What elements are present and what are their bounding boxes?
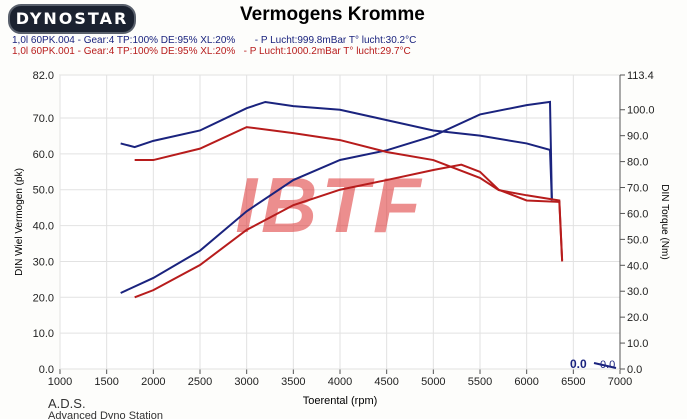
x-tick-label: 7000 xyxy=(608,376,632,388)
x-tick-label: 1000 xyxy=(48,376,72,388)
x-tick-label: 4000 xyxy=(328,376,352,388)
run-info-2: 1,0l 60PK.001 - Gear:4 TP:100% DE:95% XL… xyxy=(12,46,411,57)
x-tick-label: 6000 xyxy=(514,376,538,388)
series-line-1 xyxy=(120,100,553,201)
run-info-1: 1,0l 60PK.004 - Gear:4 TP:100% DE:95% XL… xyxy=(12,35,417,46)
y2-tick-label: 60.0 xyxy=(627,208,648,220)
y-tick-label: 70.0 xyxy=(33,113,54,125)
y-tick-label: 0.0 xyxy=(39,364,54,376)
chart-title: Vermogens Kromme xyxy=(240,4,425,25)
ads-brand-sub: Advanced Dyno Station xyxy=(48,410,163,419)
series-line-3 xyxy=(134,126,564,261)
y-tick-label: 82.0 xyxy=(33,70,54,82)
ads-brand: A.D.S. xyxy=(48,396,86,411)
y-tick-label: 20.0 xyxy=(33,292,54,304)
ibtf-watermark: IBTF xyxy=(235,161,424,249)
series-line-2 xyxy=(134,163,564,299)
y2-tick-label: 20.0 xyxy=(627,312,648,324)
y2-tick-label: 100.0 xyxy=(627,105,655,117)
y2-tick-label: 80.0 xyxy=(627,157,648,169)
cursor-marker xyxy=(593,362,617,369)
x-tick-label: 2000 xyxy=(141,376,165,388)
y2-tick-label: 113.4 xyxy=(627,70,654,82)
x-axis-label: Toerental (rpm) xyxy=(303,395,378,407)
x-tick-label: 2500 xyxy=(188,376,212,388)
x-tick-label: 1500 xyxy=(94,376,118,388)
x-tick-label: 5000 xyxy=(421,376,445,388)
y-tick-label: 10.0 xyxy=(33,328,54,340)
dynostar-logo: DYNOSTAR xyxy=(8,4,136,34)
y2-tick-label: 90.0 xyxy=(627,131,648,143)
y-tick-label: 40.0 xyxy=(33,221,54,233)
y-axis-label: DIN Wiel Vermogen (pk) xyxy=(14,168,25,276)
y2-tick-label: 30.0 xyxy=(627,286,648,298)
y2-tick-label: 0.0 xyxy=(627,364,642,376)
x-tick-label: 3500 xyxy=(281,376,305,388)
y2-tick-label: 40.0 xyxy=(627,260,648,272)
x-tick-label: 4500 xyxy=(374,376,398,388)
y2-axis-label: DIN Torque (Nm) xyxy=(659,184,670,259)
y-tick-label: 60.0 xyxy=(33,149,54,161)
y2-tick-label: 10.0 xyxy=(627,338,648,350)
x-tick-label: 5500 xyxy=(468,376,492,388)
series-line-0 xyxy=(120,100,553,294)
cursor-readout-1: 0.0 xyxy=(570,357,587,371)
y2-tick-label: 50.0 xyxy=(627,234,648,246)
y-tick-label: 30.0 xyxy=(33,256,54,268)
cursor-readout-2: 0.0 xyxy=(600,359,615,371)
x-tick-label: 6500 xyxy=(561,376,585,388)
y2-tick-label: 70.0 xyxy=(627,183,648,195)
y-tick-label: 50.0 xyxy=(33,185,54,197)
x-tick-label: 3000 xyxy=(234,376,258,388)
